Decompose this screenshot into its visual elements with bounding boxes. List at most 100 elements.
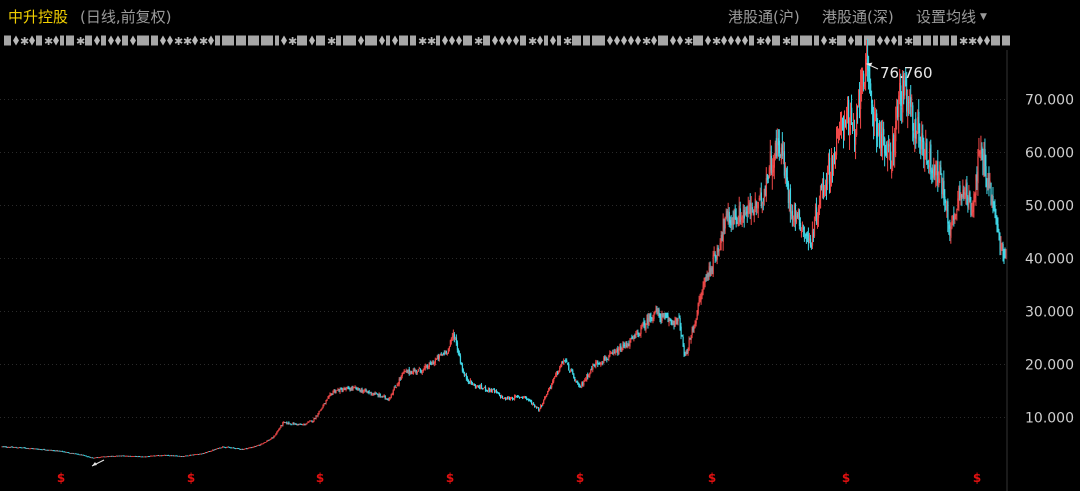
candle <box>234 447 236 449</box>
candle <box>666 312 668 318</box>
candle <box>152 455 155 457</box>
candle <box>658 307 660 318</box>
candle <box>873 106 875 140</box>
candle <box>501 395 504 399</box>
candle <box>240 448 242 450</box>
candle <box>391 392 393 396</box>
event-marker <box>4 35 11 46</box>
candle <box>879 120 881 149</box>
event-marker <box>29 35 35 46</box>
candle <box>737 215 739 227</box>
candle <box>668 316 670 327</box>
candle <box>998 228 1000 241</box>
dividend-marker[interactable]: $ <box>316 471 324 485</box>
event-marker <box>410 35 416 46</box>
event-marker: ✱ <box>828 35 837 47</box>
candle <box>258 444 260 446</box>
candle <box>325 399 327 405</box>
candle <box>939 161 941 184</box>
stock-name[interactable]: 中升控股 <box>8 8 69 26</box>
candle <box>57 450 59 452</box>
candle <box>359 389 361 393</box>
candle <box>272 437 274 439</box>
candle <box>317 412 319 418</box>
candle <box>670 318 672 325</box>
candle <box>583 380 585 387</box>
event-marker <box>977 35 983 46</box>
candle <box>532 402 534 406</box>
candle <box>387 398 389 401</box>
candle <box>333 389 335 393</box>
candle <box>902 70 904 123</box>
event-marker <box>583 35 590 46</box>
candle <box>678 313 680 319</box>
candles-layer <box>1 38 1007 459</box>
candle <box>543 399 545 405</box>
candle <box>327 396 329 399</box>
candle <box>870 78 872 97</box>
candle <box>132 456 135 458</box>
candle <box>657 307 659 317</box>
candle <box>936 160 938 186</box>
candle <box>592 363 594 373</box>
candle <box>504 397 506 400</box>
candle <box>535 405 537 408</box>
candle <box>944 189 946 212</box>
dividend-marker[interactable]: $ <box>973 471 981 485</box>
candle <box>520 396 522 398</box>
dividend-marker[interactable]: $ <box>446 471 454 485</box>
candle <box>768 165 770 179</box>
candle <box>706 270 708 282</box>
candle <box>557 370 559 376</box>
candle <box>204 452 206 454</box>
candle <box>671 319 673 326</box>
candle <box>621 347 623 352</box>
candle <box>466 376 469 382</box>
candle <box>468 381 471 385</box>
event-marker <box>483 35 490 46</box>
candle <box>253 446 255 448</box>
hk-connect-shenzhen-button[interactable]: 港股通(深) <box>822 6 894 27</box>
candle <box>463 371 466 378</box>
candle <box>371 392 373 396</box>
candle <box>385 397 387 400</box>
y-tick-label: 40.000 <box>1025 252 1074 268</box>
ma-settings-dropdown[interactable]: 设置均线 ▼ <box>916 6 987 27</box>
dividend-marker[interactable]: $ <box>842 471 850 485</box>
candle <box>908 96 910 116</box>
candle <box>370 391 372 396</box>
event-marker <box>735 35 741 46</box>
candle <box>366 390 368 394</box>
candle <box>848 96 850 136</box>
candle <box>871 90 873 115</box>
event-marker <box>628 35 634 46</box>
candle <box>194 454 196 456</box>
candle <box>805 232 808 244</box>
dividend-marker[interactable]: $ <box>57 471 65 485</box>
candle <box>111 455 114 457</box>
candle <box>179 455 181 457</box>
candle <box>932 164 934 183</box>
candle <box>451 332 454 341</box>
dividend-marker[interactable]: $ <box>576 471 584 485</box>
candle <box>400 375 402 381</box>
candle <box>88 456 90 458</box>
candle <box>397 382 399 387</box>
candle <box>748 200 750 214</box>
candle <box>95 457 97 459</box>
candle <box>120 455 123 457</box>
candle <box>534 404 536 408</box>
hk-connect-shanghai-button[interactable]: 港股通(沪) <box>728 6 800 27</box>
chart-subtitle: (日线,前复权) <box>80 8 172 26</box>
candle <box>846 106 848 130</box>
event-marker: ✱ <box>782 35 791 47</box>
candle <box>849 117 851 150</box>
event-marker <box>592 35 605 46</box>
candle <box>74 453 76 455</box>
dividend-marker[interactable]: $ <box>187 471 195 485</box>
candle <box>107 456 110 458</box>
event-marker <box>693 35 703 46</box>
dividend-marker[interactable]: $ <box>708 471 716 485</box>
candle <box>146 456 149 458</box>
